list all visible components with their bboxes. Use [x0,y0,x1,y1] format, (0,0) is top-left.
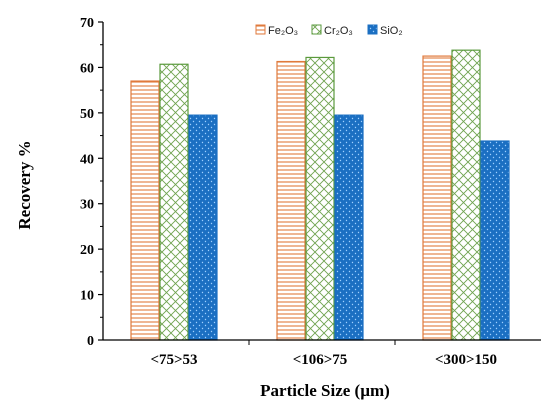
bar-feo-2 [422,55,452,341]
legend-swatch [367,24,378,35]
bar-cro-2 [451,49,481,341]
legend: Fe₂O₃ Cr₂O₃ SiO₂ [255,24,403,37]
x-tick-label: <106>75 [293,352,348,368]
bar-sio-2 [480,140,510,341]
bar-feo-0 [130,80,160,341]
y-tick-label: 60 [80,61,94,76]
y-tick-label: 20 [80,243,94,258]
legend-swatch [255,24,266,35]
bar-cro-0 [159,63,189,341]
legend-swatch [311,24,322,35]
x-tick-label: <300>150 [435,352,497,368]
x-axis-ticks: <75>53 <106>75 <300>150 [150,340,497,368]
legend-label: Fe₂O₃ [268,25,298,37]
legend-label: Cr₂O₃ [324,25,353,37]
y-tick-label: 10 [80,289,94,304]
legend-label: SiO₂ [380,25,403,37]
y-axis-ticks: 0 10 20 30 40 50 60 70 [80,16,103,349]
x-axis-title: Particle Size (µm) [260,381,390,400]
bar-feo-1 [276,60,306,341]
y-tick-label: 70 [80,16,94,31]
bar-sio-1 [334,114,364,341]
y-axis-title: Recovery % [15,140,34,229]
bar-cro-1 [305,56,335,341]
bars [130,49,510,341]
y-tick-label: 0 [87,334,94,349]
y-tick-label: 40 [80,152,94,167]
y-tick-label: 50 [80,107,94,122]
x-tick-label: <75>53 [150,352,197,368]
bar-sio-0 [188,114,218,341]
y-tick-label: 30 [80,198,94,213]
